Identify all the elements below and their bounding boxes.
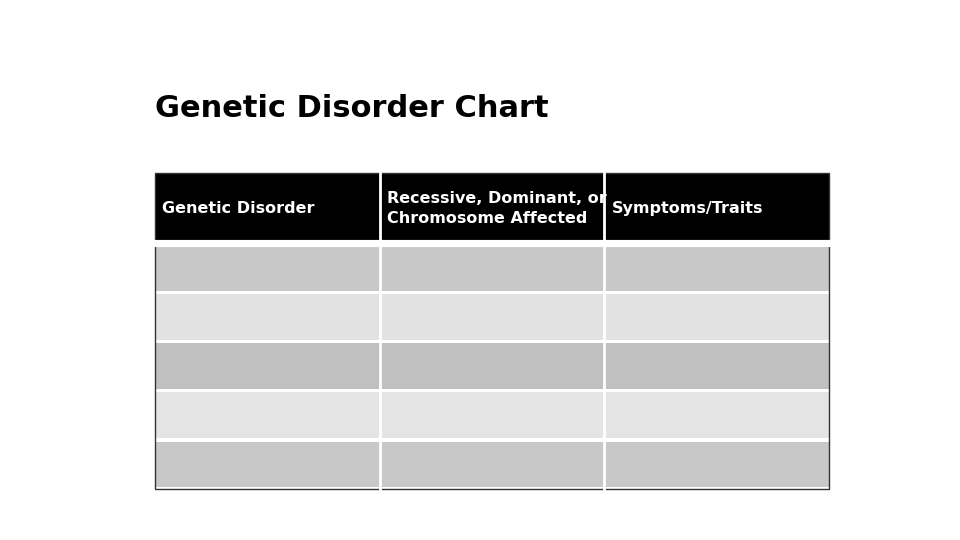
Text: Genetic Disorder Chart: Genetic Disorder Chart <box>155 94 548 123</box>
Text: Recessive, Dominant, or
Chromosome Affected: Recessive, Dominant, or Chromosome Affec… <box>387 191 607 226</box>
Text: Symptoms/Traits: Symptoms/Traits <box>612 201 763 216</box>
Text: Genetic Disorder: Genetic Disorder <box>162 201 315 216</box>
